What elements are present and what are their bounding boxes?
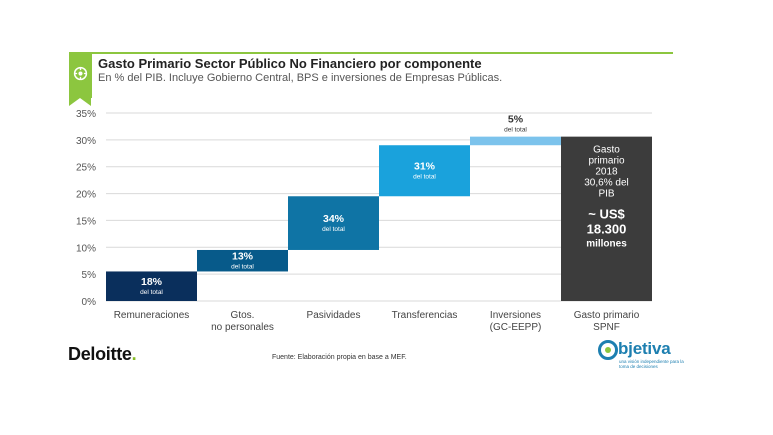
x-category-label: Gasto primario — [574, 310, 640, 321]
x-category-label: Gtos. — [231, 310, 255, 321]
x-category-label: (GC-EEPP) — [490, 322, 542, 333]
header-badge — [69, 54, 92, 106]
source-note: Fuente: Elaboración propia en base a MEF… — [272, 354, 407, 361]
bar — [197, 249, 288, 272]
y-tick-label: 10% — [76, 243, 96, 254]
brand-tagline: una visión independiente para la toma de… — [619, 359, 684, 369]
bar — [470, 136, 561, 146]
deloitte-logo: Deloitte. — [68, 344, 137, 364]
gear-icon — [73, 66, 88, 81]
bar — [106, 271, 197, 301]
y-tick-label: 25% — [76, 163, 96, 174]
bar-sublabel: del total — [231, 264, 254, 271]
x-category-label: no personales — [211, 322, 274, 333]
total-bar-highlight: 18.300 — [587, 222, 627, 237]
total-bar-unit: millones — [586, 239, 627, 250]
y-tick-label: 35% — [76, 109, 96, 120]
total-bar-text: 30,6% del — [584, 178, 628, 189]
objetiva-o-icon — [598, 340, 618, 360]
chart-title: Gasto Primario Sector Público No Financi… — [98, 56, 482, 71]
bar-value-label: 5% — [508, 114, 524, 126]
bar — [379, 145, 470, 197]
bar — [288, 196, 379, 250]
bar-sublabel: del total — [413, 174, 436, 181]
x-category-label: Transferencias — [392, 310, 458, 321]
x-category-label: SPNF — [593, 322, 620, 333]
brand-name: bjetiva — [618, 339, 671, 358]
bar-value-label: 34% — [323, 213, 345, 225]
bar-value-label: 13% — [232, 251, 254, 263]
bar-value-label: 18% — [141, 276, 163, 288]
y-tick-label: 20% — [76, 190, 96, 201]
header-rule — [69, 52, 673, 54]
objetiva-logo: bjetiva una visión independiente para la… — [598, 339, 688, 370]
bar-sublabel: del total — [140, 289, 163, 296]
y-tick-label: 0% — [82, 297, 97, 308]
chart-subtitle: En % del PIB. Incluye Gobierno Central, … — [98, 72, 503, 84]
bar-sublabel: del total — [322, 226, 345, 233]
y-tick-label: 15% — [76, 216, 96, 227]
total-bar-text: primario — [588, 156, 625, 167]
total-bar — [561, 136, 652, 301]
total-bar-highlight: ~ US$ — [588, 207, 625, 222]
x-category-label: Pasividades — [307, 310, 361, 321]
bar-value-label: 31% — [414, 161, 436, 173]
y-tick-label: 5% — [82, 270, 97, 281]
bar-sublabel: del total — [504, 127, 527, 134]
total-bar-text: 2018 — [595, 167, 618, 178]
x-category-label: Remuneraciones — [114, 310, 190, 321]
total-bar-text: Gasto — [593, 145, 620, 156]
x-category-label: Inversiones — [490, 310, 541, 321]
total-bar-text: PIB — [598, 189, 614, 200]
y-tick-label: 30% — [76, 136, 96, 147]
